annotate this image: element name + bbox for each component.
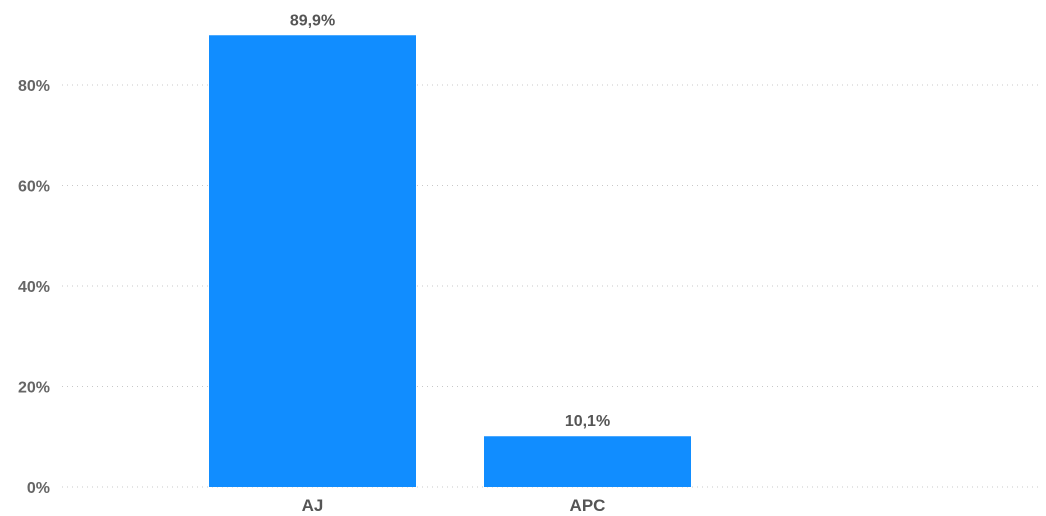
y-axis: 0% 20% 40% 60% 80%	[18, 78, 50, 497]
y-tick-label: 0%	[27, 480, 50, 497]
bars: 89,9% 10,1%	[209, 12, 691, 487]
data-label: 10,1%	[565, 413, 610, 430]
gridlines	[62, 84, 1040, 488]
y-tick-label: 80%	[18, 78, 50, 95]
bar-aj	[209, 35, 416, 487]
y-tick-label: 40%	[18, 279, 50, 296]
x-tick-label: APC	[570, 496, 606, 515]
y-tick-label: 20%	[18, 380, 50, 397]
x-axis: AJ APC	[302, 496, 606, 515]
bar-apc	[484, 436, 691, 487]
data-label: 89,9%	[290, 12, 335, 29]
y-tick-label: 60%	[18, 179, 50, 196]
x-tick-label: AJ	[302, 496, 324, 515]
